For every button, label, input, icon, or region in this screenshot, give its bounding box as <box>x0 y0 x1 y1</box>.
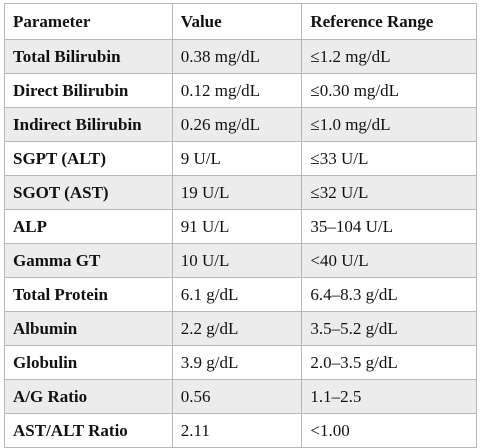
table-row: Total Protein 6.1 g/dL 6.4–8.3 g/dL <box>4 277 477 312</box>
range-cell: ≤33 U/L <box>301 141 477 176</box>
header-value: Value <box>171 3 303 40</box>
header-parameter: Parameter <box>4 3 173 40</box>
range-cell: 3.5–5.2 g/dL <box>301 311 477 346</box>
range-cell: 6.4–8.3 g/dL <box>301 277 477 312</box>
parameter-cell: Gamma GT <box>4 243 173 278</box>
parameter-cell: A/G Ratio <box>4 379 173 414</box>
table-body: Total Bilirubin 0.38 mg/dL ≤1.2 mg/dL Di… <box>4 39 477 448</box>
table-row: Albumin 2.2 g/dL 3.5–5.2 g/dL <box>4 311 477 346</box>
value-cell: 6.1 g/dL <box>171 277 303 312</box>
parameter-cell: ALP <box>4 209 173 244</box>
table-row: SGOT (AST) 19 U/L ≤32 U/L <box>4 175 477 210</box>
header-reference-range: Reference Range <box>301 3 477 40</box>
table-row: SGPT (ALT) 9 U/L ≤33 U/L <box>4 141 477 176</box>
parameter-cell: AST/ALT Ratio <box>4 413 173 448</box>
lab-results-table: Parameter Value Reference Range Total Bi… <box>4 3 477 448</box>
value-cell: 0.12 mg/dL <box>171 73 303 108</box>
parameter-cell: SGOT (AST) <box>4 175 173 210</box>
range-cell: ≤32 U/L <box>301 175 477 210</box>
value-cell: 0.56 <box>171 379 303 414</box>
range-cell: 2.0–3.5 g/dL <box>301 345 477 380</box>
range-cell: <1.00 <box>301 413 477 448</box>
value-cell: 2.11 <box>171 413 303 448</box>
parameter-cell: SGPT (ALT) <box>4 141 173 176</box>
value-cell: 10 U/L <box>171 243 303 278</box>
value-cell: 2.2 g/dL <box>171 311 303 346</box>
parameter-cell: Direct Bilirubin <box>4 73 173 108</box>
value-cell: 3.9 g/dL <box>171 345 303 380</box>
value-cell: 0.38 mg/dL <box>171 39 303 74</box>
table-row: A/G Ratio 0.56 1.1–2.5 <box>4 379 477 414</box>
range-cell: ≤1.0 mg/dL <box>301 107 477 142</box>
value-cell: 0.26 mg/dL <box>171 107 303 142</box>
parameter-cell: Albumin <box>4 311 173 346</box>
parameter-cell: Globulin <box>4 345 173 380</box>
range-cell: <40 U/L <box>301 243 477 278</box>
table-row: Indirect Bilirubin 0.26 mg/dL ≤1.0 mg/dL <box>4 107 477 142</box>
value-cell: 91 U/L <box>171 209 303 244</box>
value-cell: 19 U/L <box>171 175 303 210</box>
table-row: AST/ALT Ratio 2.11 <1.00 <box>4 413 477 448</box>
parameter-cell: Total Protein <box>4 277 173 312</box>
table-row: ALP 91 U/L 35–104 U/L <box>4 209 477 244</box>
table-header-row: Parameter Value Reference Range <box>4 3 477 40</box>
value-cell: 9 U/L <box>171 141 303 176</box>
range-cell: ≤1.2 mg/dL <box>301 39 477 74</box>
parameter-cell: Indirect Bilirubin <box>4 107 173 142</box>
range-cell: 35–104 U/L <box>301 209 477 244</box>
table-row: Globulin 3.9 g/dL 2.0–3.5 g/dL <box>4 345 477 380</box>
range-cell: 1.1–2.5 <box>301 379 477 414</box>
table-row: Direct Bilirubin 0.12 mg/dL ≤0.30 mg/dL <box>4 73 477 108</box>
parameter-cell: Total Bilirubin <box>4 39 173 74</box>
table-row: Total Bilirubin 0.38 mg/dL ≤1.2 mg/dL <box>4 39 477 74</box>
range-cell: ≤0.30 mg/dL <box>301 73 477 108</box>
table-row: Gamma GT 10 U/L <40 U/L <box>4 243 477 278</box>
